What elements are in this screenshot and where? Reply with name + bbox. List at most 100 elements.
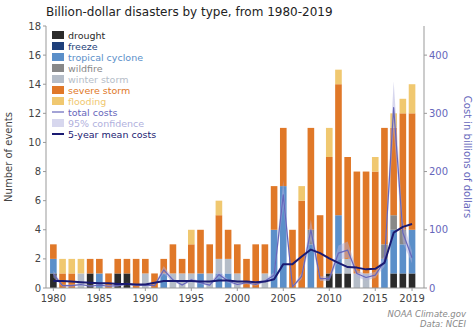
bar [188, 230, 195, 245]
bar [363, 171, 370, 172]
x-tick-label: 2000 [225, 293, 250, 304]
x-tick-label: 1990 [133, 293, 158, 304]
bar [354, 171, 361, 172]
x-tick-label: 2005 [271, 293, 296, 304]
x-tick [237, 288, 238, 291]
bar [50, 259, 57, 274]
y-tick-label: 2 [35, 253, 41, 264]
legend-swatch [52, 86, 64, 94]
bar [225, 259, 232, 274]
y2-tick-label: 200 [429, 166, 448, 177]
bar [96, 259, 103, 274]
legend-label: 5-year mean costs [68, 129, 156, 140]
legend-swatch [52, 42, 64, 50]
legend-label: freeze [68, 41, 98, 52]
bar [206, 244, 213, 245]
bar [335, 70, 342, 85]
legend-swatch [52, 53, 64, 61]
bar [280, 128, 287, 186]
x-tick [53, 288, 54, 291]
bar [409, 113, 416, 229]
bar [381, 127, 388, 128]
bar [400, 99, 407, 114]
legend-label: severe storm [68, 85, 130, 96]
marks [50, 70, 415, 288]
bar [262, 244, 269, 245]
x-tick [283, 288, 284, 291]
y-tick-label: 16 [28, 50, 41, 61]
bar [142, 259, 149, 274]
bar [96, 258, 103, 259]
bar [308, 128, 315, 230]
bar [262, 244, 269, 273]
bar [50, 244, 57, 259]
legend-label: tropical cyclone [68, 52, 143, 63]
y-tick-label: 14 [28, 79, 41, 90]
x-tick [329, 288, 330, 291]
bar [160, 258, 167, 259]
bar [50, 244, 57, 245]
bar [390, 273, 397, 288]
legend: droughtfreezetropical cyclonewildfirewin… [52, 30, 156, 140]
bar [124, 258, 131, 259]
bar [170, 244, 177, 273]
bar [335, 84, 342, 215]
y-tick [43, 55, 46, 56]
bar [409, 273, 416, 288]
y2-axis-line [424, 26, 425, 288]
y-tick-label: 4 [35, 224, 41, 235]
bar [298, 186, 305, 201]
bar [335, 273, 342, 288]
bar [289, 229, 296, 230]
y-tick-label: 18 [28, 21, 41, 32]
legend-swatch [52, 75, 64, 83]
bar [142, 258, 149, 259]
x-tick [191, 288, 192, 291]
chart: 1980198519901995200020052010201520190246… [0, 0, 474, 332]
legend-label: flooding [68, 96, 106, 107]
bar [252, 244, 259, 245]
y-tick [43, 229, 46, 230]
y2-tick [424, 171, 427, 172]
y-tick-label: 12 [28, 108, 41, 119]
y-tick-label: 10 [28, 137, 41, 148]
bar [188, 244, 195, 273]
x-tick-label: 2015 [363, 293, 388, 304]
x-tick-label: 1995 [179, 293, 204, 304]
bar [197, 229, 204, 230]
bar [124, 273, 131, 288]
bar [216, 201, 223, 216]
bar [372, 157, 379, 172]
bar [225, 229, 232, 230]
legend-swatch [52, 119, 64, 127]
y-tick [43, 142, 46, 143]
y-tick-label: 6 [35, 195, 41, 206]
x-tick [99, 288, 100, 291]
bar [124, 259, 131, 274]
confidence-band [53, 81, 412, 287]
page: {"chart_data": { "type": "bar", "stacked… [0, 0, 474, 332]
legend-swatch [52, 97, 64, 105]
source: NOAA Climate.govData: NCEI [388, 309, 467, 329]
bar [170, 244, 177, 245]
x-tick-label: 1980 [41, 293, 66, 304]
bar [216, 215, 223, 259]
y2-tick [424, 55, 427, 56]
bar-series [59, 70, 415, 274]
bar [390, 230, 397, 274]
bar [363, 172, 370, 274]
bar [344, 157, 351, 158]
y2-tick [424, 229, 427, 230]
y-tick-label: 0 [35, 283, 41, 294]
bar [400, 273, 407, 288]
bar [326, 128, 333, 157]
x-tick-label: 2019 [399, 293, 424, 304]
y2-tick [424, 288, 427, 289]
bar [179, 258, 186, 259]
bar [280, 127, 287, 128]
bar [68, 259, 75, 274]
source-line: Data: NCEI [420, 319, 467, 329]
y-tick-label: 8 [35, 166, 41, 177]
x-tick-label: 2010 [317, 293, 342, 304]
bar [87, 259, 94, 274]
